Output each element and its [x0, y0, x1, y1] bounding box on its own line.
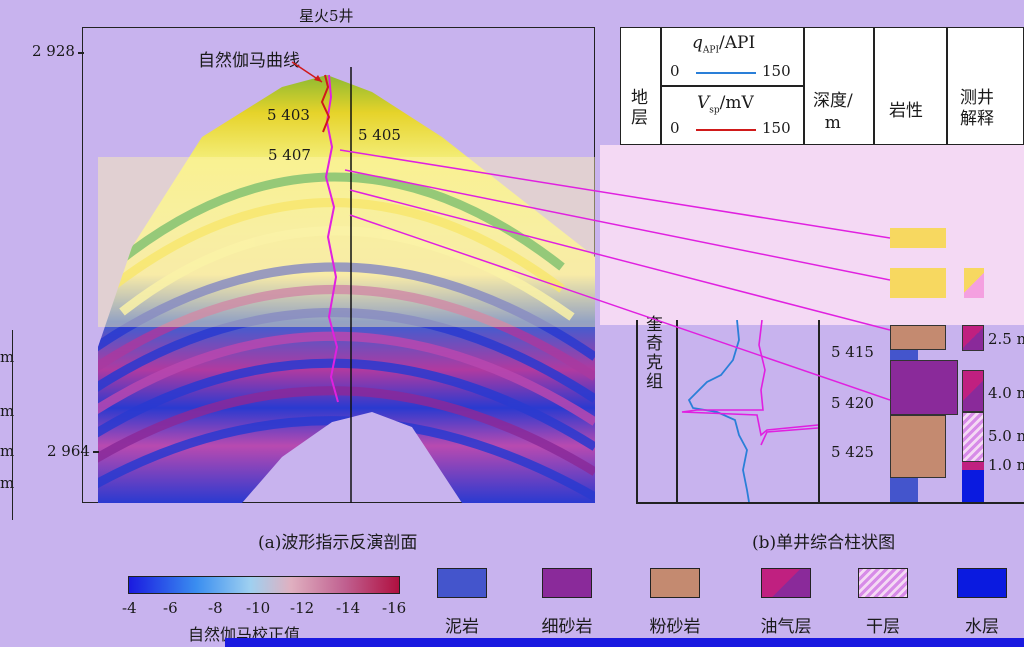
vsp-min: 0	[670, 119, 680, 137]
interp-dry	[962, 412, 984, 462]
legend-water-label: 水层	[965, 617, 999, 637]
depth-tick-5415: 5 415	[831, 343, 874, 361]
interp-oilgas-1	[962, 325, 984, 351]
colorbar-tick-1: -4	[122, 599, 137, 617]
y-tick-mark-top	[78, 52, 84, 54]
sp-legend-line	[696, 129, 756, 131]
left-cut-label-2: m	[0, 402, 15, 420]
legend-mudstone-label: 泥岩	[445, 617, 479, 637]
lith-finesand	[890, 360, 958, 415]
colorbar-tick-4: -10	[246, 599, 271, 617]
legend-dry-label: 干层	[866, 617, 900, 637]
interp-water	[962, 470, 984, 502]
thickness-1: 2.5 m	[988, 330, 1024, 348]
thickness-3: 5.0 m	[988, 427, 1024, 445]
interp-oilgas-3	[962, 462, 984, 470]
stratum-header: 地 层	[631, 88, 648, 128]
bottom-bar	[225, 638, 1024, 647]
y-tick-mark-bottom	[93, 451, 99, 453]
qapi-max: 150	[762, 62, 791, 80]
legend-finesand-label: 细砂岩	[541, 617, 593, 637]
depth-label-5403: 5 403	[267, 106, 310, 124]
legend-mudstone-swatch	[437, 568, 487, 598]
lith-mudstone-2	[890, 478, 918, 502]
lith-siltstone-1	[890, 325, 946, 350]
gamma-curve-label: 自然伽马曲线	[198, 51, 300, 71]
vsp-header: Vsp/mV	[697, 93, 754, 116]
legend-siltstone-swatch	[650, 568, 700, 598]
lithology-header: 岩性	[889, 101, 923, 121]
seismic-image	[98, 67, 595, 503]
legend-siltstone-label: 粉砂岩	[649, 617, 701, 637]
legend-dry-swatch	[858, 568, 908, 598]
depth-tick-5420: 5 420	[831, 394, 874, 412]
gamma-callout-arrow	[291, 61, 323, 83]
depth-label-5405: 5 405	[358, 126, 401, 144]
depth-tick-5425: 5 425	[831, 443, 874, 461]
left-cut-line	[12, 330, 13, 520]
left-cut-label-3: m	[0, 442, 15, 460]
legend-oilgas-label: 油气层	[760, 617, 812, 637]
interp-oilgas-2	[962, 370, 984, 412]
left-cut-label-1: m	[0, 348, 15, 366]
overlay-swatch-2	[890, 268, 946, 298]
colorbar-tick-3: -8	[208, 599, 223, 617]
legend-water-swatch	[957, 568, 1007, 598]
legend-finesand-swatch	[542, 568, 592, 598]
overlay-swatch-3	[964, 268, 984, 298]
y-tick-bottom: 2 964	[47, 442, 90, 460]
qapi-header: qAPI/API	[692, 33, 756, 56]
colorbar-tick-7: -16	[382, 599, 407, 617]
gamma-legend-line	[696, 72, 756, 74]
qapi-min: 0	[670, 62, 680, 80]
lith-mudstone-1	[890, 350, 918, 360]
depth-header: 深度/ m	[813, 91, 853, 133]
caption-b: (b)单井综合柱状图	[752, 533, 896, 553]
colorbar-tick-6: -14	[336, 599, 361, 617]
thickness-2: 4.0 m	[988, 384, 1024, 402]
log-curves	[681, 320, 818, 502]
colorbar-tick-2: -6	[163, 599, 178, 617]
depth-label-5407: 5 407	[268, 146, 311, 164]
interpretation-header: 测井 解释	[960, 88, 994, 129]
legend-oilgas-swatch	[761, 568, 811, 598]
y-tick-top: 2 928	[32, 42, 75, 60]
colorbar	[128, 576, 400, 594]
well-name-label: 星火5井	[299, 7, 354, 25]
overlay-swatch-1	[890, 228, 946, 248]
left-cut-label-4: m	[0, 474, 15, 492]
lith-siltstone-2	[890, 415, 946, 478]
thickness-4: 1.0 m	[988, 456, 1024, 474]
caption-a: (a)波形指示反演剖面	[258, 533, 418, 553]
vsp-max: 150	[762, 119, 791, 137]
colorbar-tick-5: -12	[290, 599, 315, 617]
